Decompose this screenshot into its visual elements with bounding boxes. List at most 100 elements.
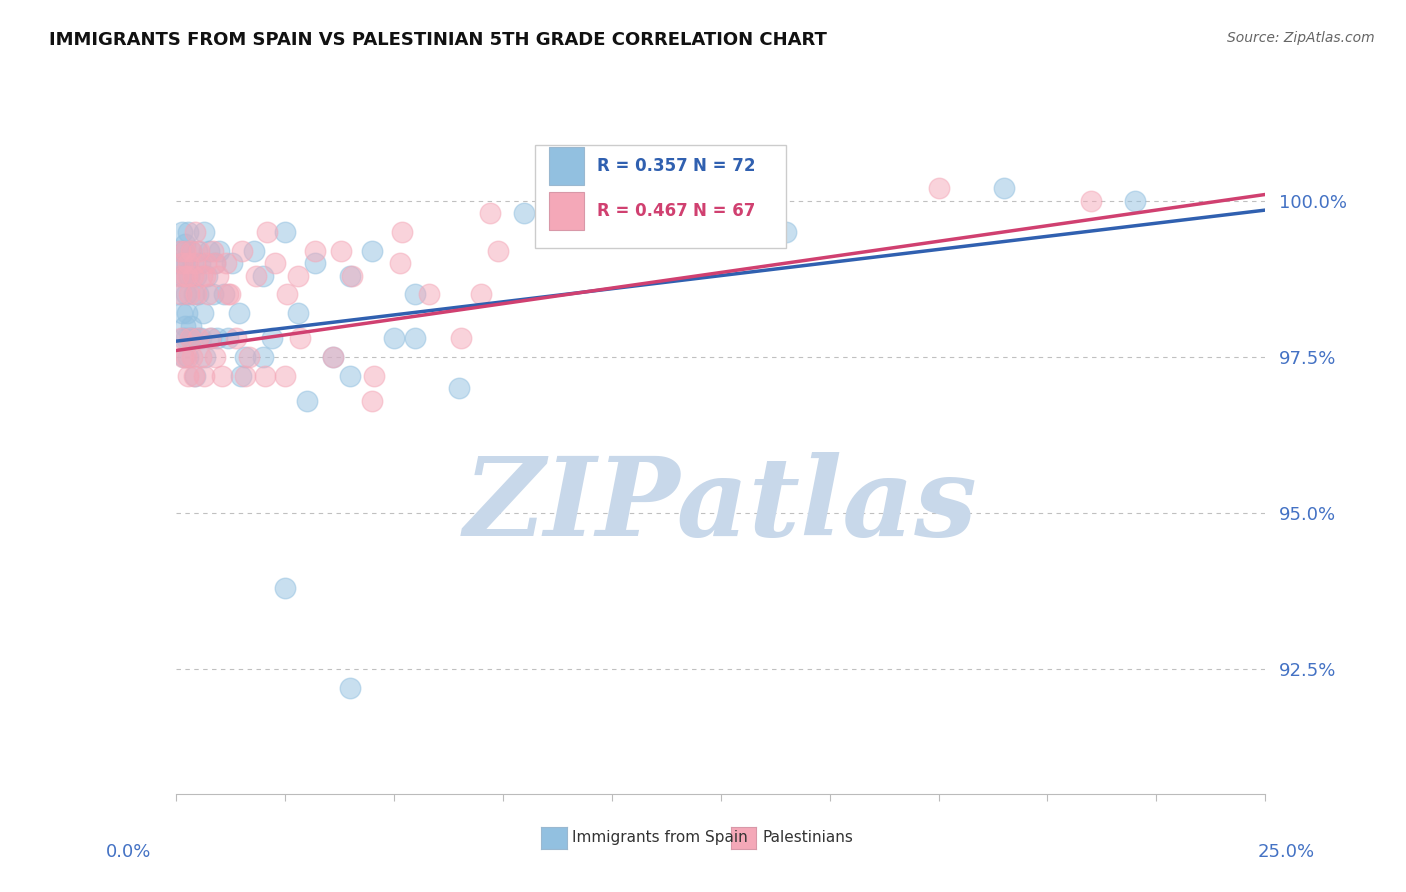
Point xyxy=(330,244,353,258)
Point xyxy=(187,287,209,301)
Point xyxy=(274,225,297,239)
Point xyxy=(276,287,298,301)
Point xyxy=(181,256,204,270)
Point xyxy=(172,256,194,270)
Point xyxy=(264,256,287,270)
Point xyxy=(513,206,536,220)
Text: ZIPatlas: ZIPatlas xyxy=(464,451,977,559)
Point xyxy=(180,350,202,364)
Point xyxy=(211,368,233,383)
Point xyxy=(361,393,384,408)
Point xyxy=(179,287,201,301)
Point xyxy=(600,194,623,208)
Point xyxy=(173,268,195,283)
Point xyxy=(181,268,204,283)
Point xyxy=(191,268,214,283)
Point xyxy=(190,350,212,364)
Point xyxy=(198,331,221,345)
Point xyxy=(256,225,278,239)
Point xyxy=(219,287,242,301)
Point xyxy=(187,244,209,258)
Point xyxy=(179,331,201,345)
Point xyxy=(184,368,207,383)
Bar xyxy=(550,192,585,230)
Point xyxy=(167,287,190,301)
Point xyxy=(775,225,797,239)
Point xyxy=(194,350,217,364)
Point xyxy=(993,181,1015,195)
Point xyxy=(176,350,198,364)
Point xyxy=(197,287,219,301)
Text: 0.0%: 0.0% xyxy=(105,843,150,861)
Point xyxy=(478,206,501,220)
Point xyxy=(288,331,311,345)
Text: R = 0.357: R = 0.357 xyxy=(598,157,688,175)
Point xyxy=(184,256,207,270)
Point xyxy=(176,368,198,383)
Point xyxy=(173,244,195,258)
Point xyxy=(170,287,193,301)
Point xyxy=(418,287,440,301)
Point xyxy=(169,331,191,345)
Point xyxy=(1080,194,1102,208)
Point xyxy=(470,287,492,301)
Point xyxy=(450,331,472,345)
Point xyxy=(169,244,191,258)
Point xyxy=(204,256,226,270)
Text: N = 72: N = 72 xyxy=(693,157,756,175)
Point xyxy=(190,331,212,345)
Text: IMMIGRANTS FROM SPAIN VS PALESTINIAN 5TH GRADE CORRELATION CHART: IMMIGRANTS FROM SPAIN VS PALESTINIAN 5TH… xyxy=(49,31,827,49)
Point xyxy=(361,244,384,258)
Point xyxy=(201,287,224,301)
Point xyxy=(447,381,470,395)
Point xyxy=(212,287,235,301)
Point xyxy=(174,244,197,258)
Point xyxy=(173,268,195,283)
Point xyxy=(184,268,207,283)
Point xyxy=(183,368,205,383)
Text: 25.0%: 25.0% xyxy=(1257,843,1315,861)
Point xyxy=(486,244,509,258)
Point xyxy=(167,256,190,270)
Point xyxy=(172,306,194,320)
Point xyxy=(245,268,267,283)
Point xyxy=(405,331,427,345)
Point xyxy=(252,350,274,364)
Point xyxy=(179,331,201,345)
Point xyxy=(174,237,197,252)
Bar xyxy=(550,147,585,185)
Point xyxy=(304,244,326,258)
Point xyxy=(207,268,229,283)
Point xyxy=(193,225,215,239)
Point xyxy=(1123,194,1146,208)
Point xyxy=(204,256,226,270)
Point xyxy=(754,225,776,239)
Point xyxy=(186,331,209,345)
Point xyxy=(204,350,226,364)
Point xyxy=(184,225,207,239)
Point xyxy=(363,368,385,383)
Point xyxy=(186,244,208,258)
Point xyxy=(170,268,193,283)
Point xyxy=(405,287,427,301)
Point xyxy=(177,225,200,239)
Point xyxy=(252,268,274,283)
Point xyxy=(228,306,250,320)
Point xyxy=(287,268,309,283)
Point xyxy=(928,181,950,195)
Point xyxy=(174,287,197,301)
Text: Palestinians: Palestinians xyxy=(762,830,853,845)
Point xyxy=(274,581,297,595)
Text: R = 0.467: R = 0.467 xyxy=(598,202,688,220)
Point xyxy=(231,368,253,383)
Point xyxy=(342,268,364,283)
Point xyxy=(176,256,198,270)
Point xyxy=(176,268,198,283)
Point xyxy=(235,350,257,364)
Point xyxy=(339,368,361,383)
FancyBboxPatch shape xyxy=(536,145,786,248)
Point xyxy=(180,318,202,333)
Text: Immigrants from Spain: Immigrants from Spain xyxy=(572,830,748,845)
Point xyxy=(231,244,253,258)
Point xyxy=(217,287,239,301)
